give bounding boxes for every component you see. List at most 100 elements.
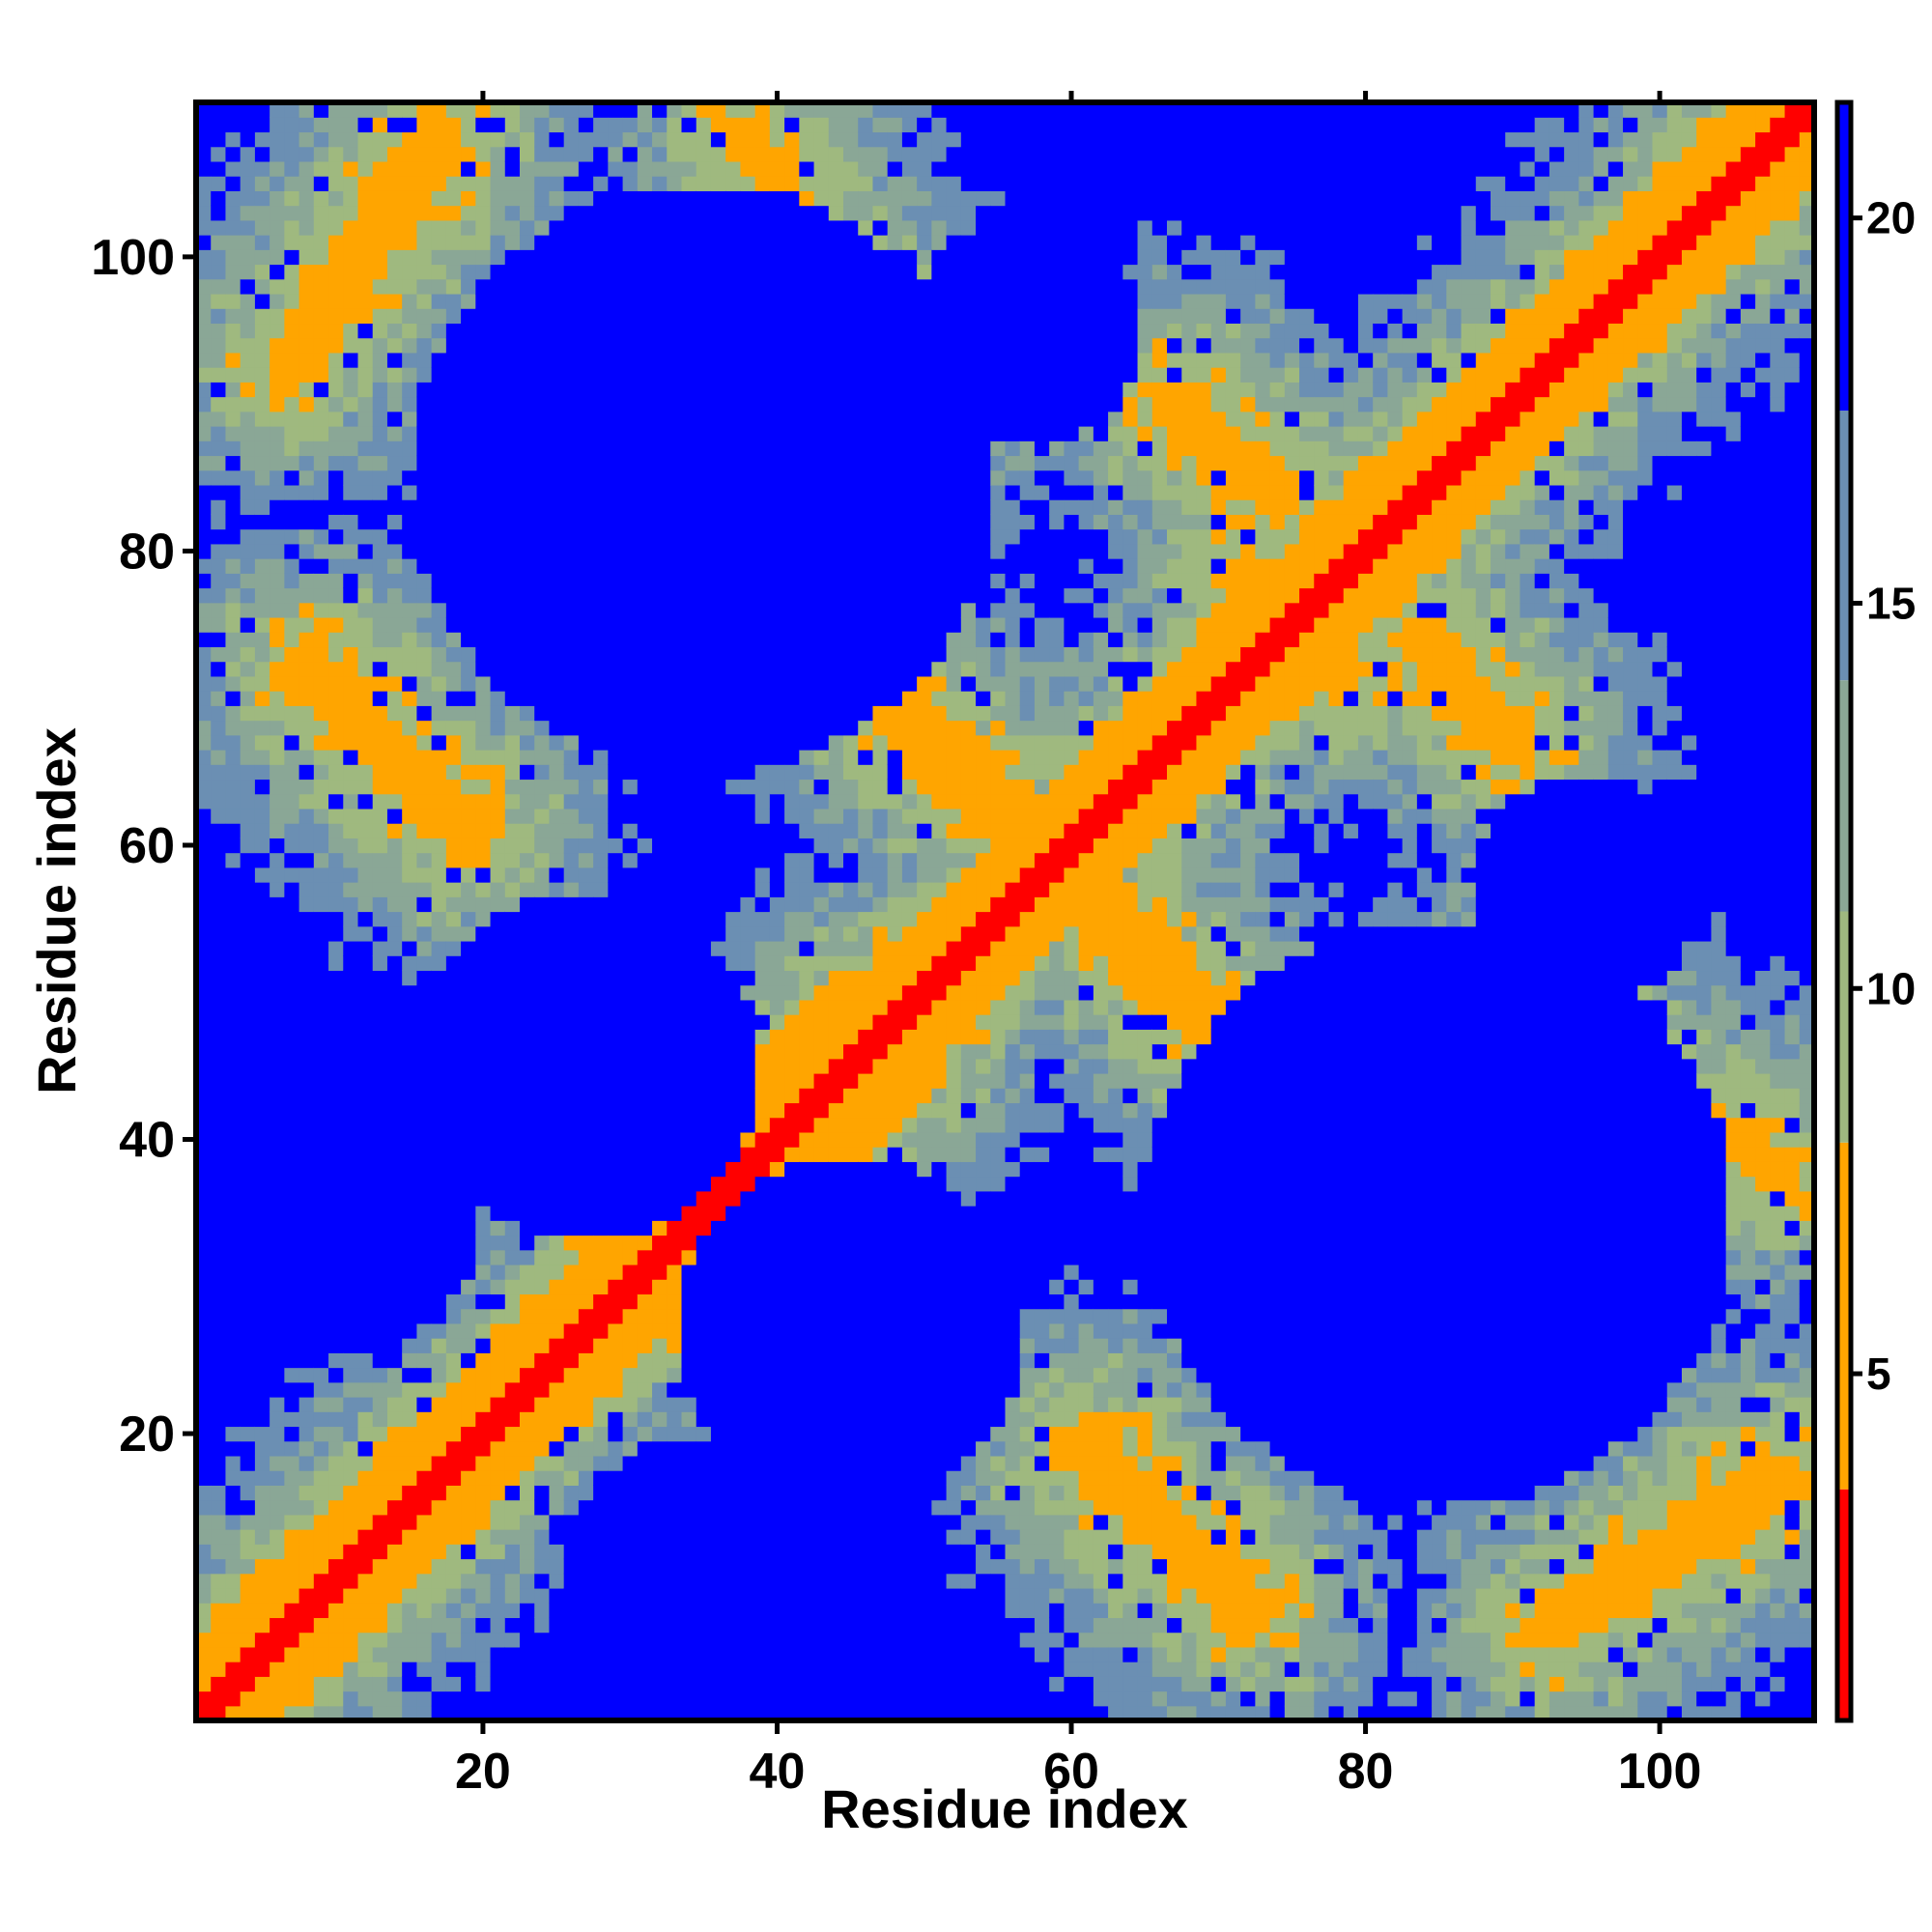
heatmap-cell <box>578 1073 594 1089</box>
heatmap-cell <box>769 1249 785 1265</box>
heatmap-cell <box>284 1632 300 1648</box>
heatmap-cell <box>520 455 535 471</box>
heatmap-cell <box>769 264 785 280</box>
heatmap-cell <box>725 528 742 545</box>
heatmap-cell <box>637 1220 653 1236</box>
heatmap-cell <box>652 1705 668 1721</box>
heatmap-cell <box>710 1440 726 1457</box>
heatmap-cell <box>608 1014 624 1030</box>
heatmap-cell <box>608 734 624 751</box>
heatmap-cell <box>784 1455 800 1471</box>
heatmap-cell <box>637 411 653 427</box>
heatmap-cell <box>520 1102 535 1119</box>
heatmap-cell <box>431 955 447 972</box>
heatmap-cell <box>490 720 506 736</box>
heatmap-cell <box>622 970 639 986</box>
heatmap-cell <box>431 705 447 722</box>
heatmap-cell <box>372 337 388 354</box>
heatmap-cell <box>504 1381 521 1398</box>
heatmap-cell <box>696 984 712 1001</box>
heatmap-cell <box>490 616 506 633</box>
heatmap-cell <box>270 278 285 295</box>
heatmap-cell <box>784 1279 800 1295</box>
heatmap-cell <box>372 1131 388 1148</box>
heatmap-cell <box>343 750 359 765</box>
heatmap-cell <box>608 337 624 354</box>
heatmap-cell <box>196 499 212 515</box>
heatmap-cell <box>386 1676 403 1692</box>
heatmap-cell <box>270 999 285 1015</box>
heatmap-cell <box>372 661 388 677</box>
heatmap-cell <box>461 146 476 162</box>
heatmap-cell <box>461 1603 476 1619</box>
heatmap-cell <box>799 852 815 868</box>
heatmap-cell <box>769 838 785 854</box>
heatmap-cell <box>725 1573 742 1589</box>
heatmap-cell <box>196 1220 212 1236</box>
heatmap-cell <box>637 1014 653 1030</box>
heatmap-cell <box>828 1352 844 1369</box>
heatmap-cell <box>196 176 212 191</box>
heatmap-cell <box>372 1558 388 1575</box>
heatmap-cell <box>270 691 285 706</box>
heatmap-cell <box>740 1426 756 1442</box>
heatmap-cell <box>813 1190 830 1207</box>
heatmap-cell <box>254 955 270 972</box>
heatmap-cell <box>637 1117 653 1133</box>
heatmap-cell <box>402 705 418 722</box>
heatmap-cell <box>416 1352 433 1369</box>
heatmap-cells <box>196 102 1815 1721</box>
heatmap-cell <box>696 1147 712 1162</box>
heatmap-cell <box>343 1073 359 1089</box>
heatmap-cell <box>254 1161 270 1178</box>
heatmap-cell <box>578 675 594 692</box>
heatmap-cell <box>357 1147 374 1162</box>
heatmap-cell <box>622 205 639 221</box>
heatmap-cell <box>313 808 329 824</box>
heatmap-cell <box>578 1147 594 1162</box>
heatmap-cell <box>328 1147 344 1162</box>
heatmap-cell <box>622 661 639 677</box>
heatmap-cell <box>343 102 359 118</box>
heatmap-cell <box>196 691 212 706</box>
heatmap-cell <box>593 764 609 781</box>
heatmap-cell <box>784 955 800 972</box>
heatmap-cell <box>681 1514 697 1530</box>
heatmap-cell <box>416 602 433 618</box>
heatmap-cell <box>622 1632 639 1648</box>
heatmap-cell <box>813 1367 830 1383</box>
heatmap-cell <box>402 1058 418 1074</box>
heatmap-cell <box>461 1367 476 1383</box>
heatmap-cell <box>667 1587 683 1604</box>
heatmap-cell <box>784 1029 800 1045</box>
heatmap-cell <box>475 720 492 736</box>
heatmap-cell <box>357 1397 374 1412</box>
heatmap-cell <box>313 1587 329 1604</box>
heatmap-cell <box>211 1131 227 1148</box>
heatmap-cell <box>578 160 594 177</box>
heatmap-cell <box>225 558 242 574</box>
heatmap-cell <box>710 940 726 956</box>
heatmap-cell <box>402 808 418 824</box>
heatmap-cell <box>813 646 830 663</box>
heatmap-cell <box>211 1190 227 1207</box>
heatmap-cell <box>270 558 285 574</box>
heatmap-cell <box>843 1705 859 1721</box>
heatmap-cell <box>357 1352 374 1369</box>
heatmap-cell <box>490 1529 506 1545</box>
heatmap-cell <box>578 1088 594 1104</box>
heatmap-cell <box>622 1603 639 1619</box>
heatmap-cell <box>270 955 285 972</box>
heatmap-cell <box>740 382 756 398</box>
heatmap-cell <box>578 411 594 427</box>
heatmap-cell <box>520 1338 535 1353</box>
heatmap-cell <box>254 1397 270 1412</box>
heatmap-cell <box>490 367 506 383</box>
heatmap-cell <box>211 352 227 368</box>
heatmap-cell <box>461 1235 476 1251</box>
heatmap-cell <box>240 955 256 972</box>
heatmap-cell <box>402 1470 418 1486</box>
heatmap-cell <box>608 823 624 838</box>
heatmap-cell <box>681 499 697 515</box>
heatmap-cell <box>357 1161 374 1178</box>
